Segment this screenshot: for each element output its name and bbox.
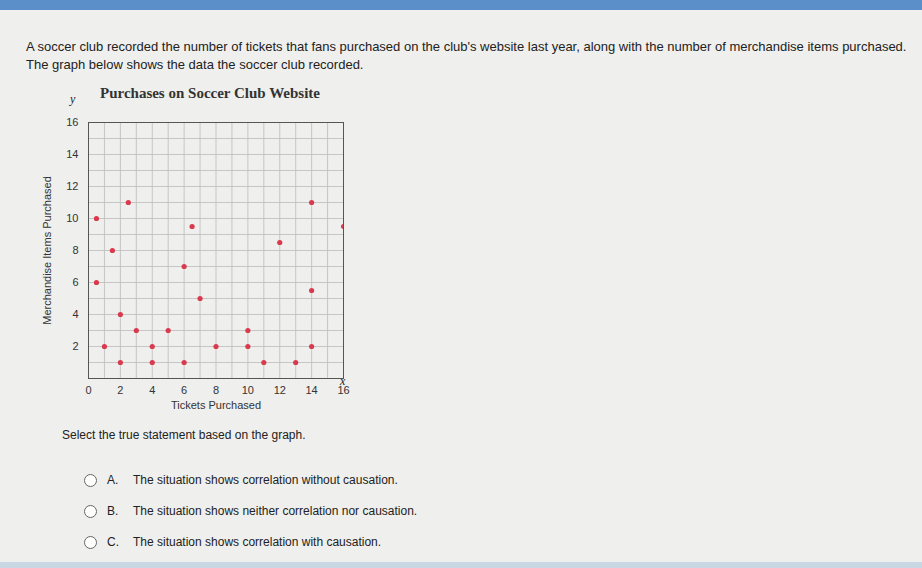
svg-text:14: 14 [306,384,318,396]
svg-text:10: 10 [66,212,78,224]
html-text:Purchases on Soccer Club Websi: Purchases on Soccer Club Website [100,85,320,101]
html-text:y: y [70,92,76,106]
html-text:x: x [340,374,346,388]
html-text:C.: C. [107,535,119,549]
svg-text:Merchandise Items Purchased: Merchandise Items Purchased [41,176,53,325]
html-text:The situation shows correlatio: The situation shows correlation with cau… [133,535,382,549]
svg-text:14: 14 [66,148,78,160]
html-text:Select the true statement base: Select the true statement based on the g… [62,428,306,442]
html-text:The situation shows neither co: The situation shows neither correlation … [133,504,418,518]
html-text:The situation shows correlatio: The situation shows correlation without … [133,473,398,487]
svg-text:4: 4 [149,384,155,396]
html-text:A soccer club recorded the num: A soccer club recorded the number of tic… [26,39,907,72]
svg-text:12: 12 [66,180,78,192]
svg-text:10: 10 [242,384,254,396]
svg-text:6: 6 [72,276,78,288]
svg-text:0: 0 [85,384,91,396]
html-text:B.: B. [107,504,119,518]
svg-text:16: 16 [66,116,78,128]
svg-text:8: 8 [72,244,78,256]
svg-text:6: 6 [181,384,187,396]
svg-text:8: 8 [213,384,219,396]
svg-text:2: 2 [117,384,123,396]
svg-text:12: 12 [274,384,286,396]
svg-text:16: 16 [337,384,350,397]
svg-text:4: 4 [72,308,78,320]
svg-text:Tickets Purchased: Tickets Purchased [171,399,261,411]
html-text:A.: A. [107,473,119,487]
svg-text:2: 2 [72,340,78,352]
